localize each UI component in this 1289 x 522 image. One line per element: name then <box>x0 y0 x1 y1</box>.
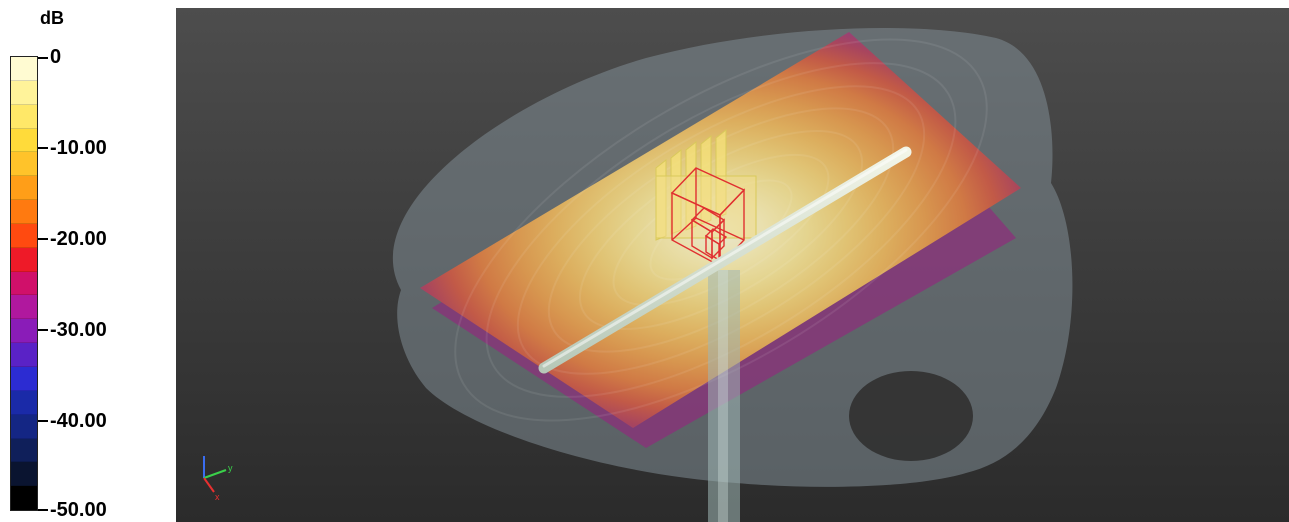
legend-label-minus40: -40.00 <box>50 410 107 432</box>
legend-label-minus10: -10.00 <box>50 137 107 159</box>
legend-label-0: 0 <box>50 46 62 68</box>
colorbar-tick <box>38 57 48 59</box>
colorbar-segment <box>11 80 37 105</box>
colorbar-segment <box>11 438 37 463</box>
colorbar-segment <box>11 462 37 487</box>
colorbar-segment <box>11 176 37 201</box>
phantom-notch <box>849 371 973 461</box>
dipole-rod-highlight <box>542 148 908 368</box>
legend-label-minus20: -20.00 <box>50 228 107 250</box>
colorbar-segment <box>11 390 37 415</box>
colorbar-segment <box>11 343 37 367</box>
colorbar <box>10 56 38 511</box>
feed-post <box>708 270 740 522</box>
colorbar-segment <box>11 366 37 391</box>
svg-text:y: y <box>228 463 233 473</box>
colorbar-segment <box>11 247 37 272</box>
legend-label-minus30: -30.00 <box>50 319 107 341</box>
colorbar-tick <box>38 329 48 331</box>
colorbar-segment <box>11 128 37 153</box>
axis-triad-icon[interactable]: y x <box>203 456 233 502</box>
colorbar-tick <box>38 238 48 240</box>
colorbar-segment <box>11 295 37 320</box>
svg-text:x: x <box>215 492 220 502</box>
colorbar-segment <box>11 414 37 439</box>
colorbar-segment <box>11 152 37 177</box>
colorbar-segment <box>11 486 37 511</box>
wireframe-cubes <box>670 167 746 268</box>
colorbar-segment <box>11 200 37 224</box>
dipole-rod <box>538 146 912 374</box>
legend-label-minus50: -50.00 <box>50 499 107 521</box>
colorbar-tick <box>38 420 48 422</box>
legend-unit: dB <box>40 8 64 28</box>
colorbar-tick <box>38 147 48 149</box>
colorbar-legend: dB 0 -10.00 -20.00 -30.00 -40.00 -50.00 <box>0 0 176 522</box>
colorbar-segment <box>11 271 37 296</box>
scene: y x <box>203 27 1073 522</box>
feed-post-highlight <box>718 270 728 522</box>
colorbar-tick <box>38 509 48 511</box>
colorbar-segment <box>11 57 37 81</box>
colorbar-segment <box>11 104 37 129</box>
3d-viewport[interactable]: y x <box>176 8 1289 522</box>
colorbar-segment <box>11 223 37 248</box>
colorbar-segment <box>11 319 37 344</box>
